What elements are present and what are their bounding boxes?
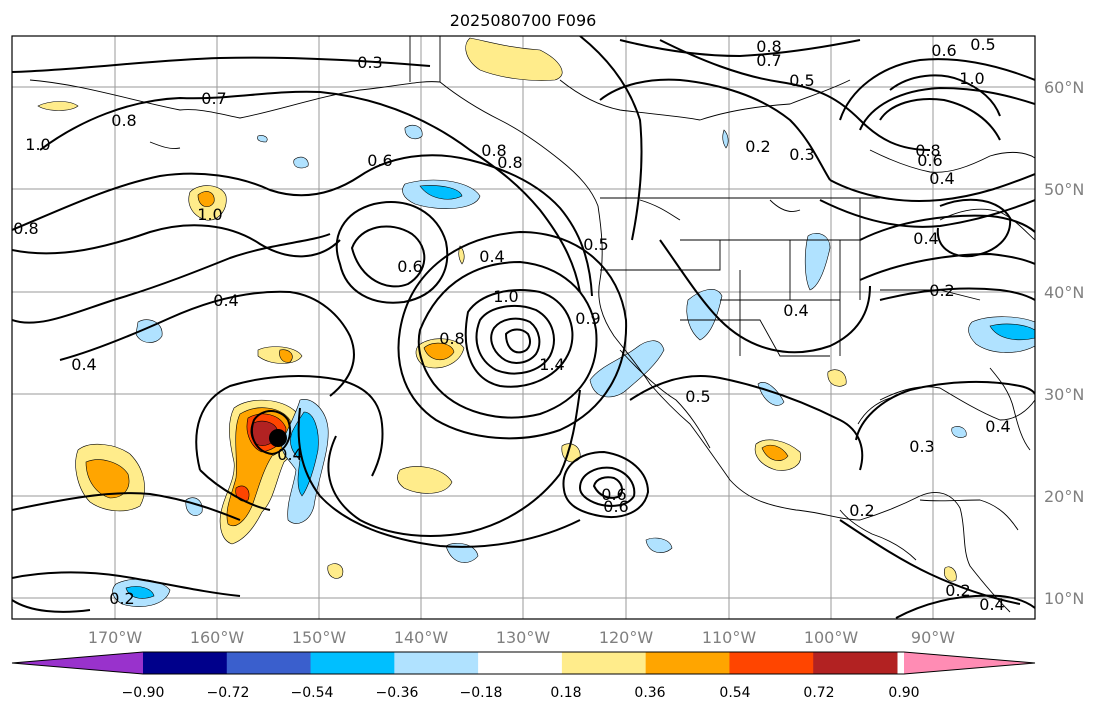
colorbar-tick-labels: −0.90 −0.72 −0.54 −0.36 −0.18 0.18 0.36 … [122,685,920,701]
contour-label: 0.8 [111,111,136,130]
lat-label: 30°N [1044,385,1084,404]
colorbar-segment [729,652,814,674]
lon-label: 120°W [599,628,654,647]
colorbar-segment [310,652,395,674]
contour-label: 0.4 [783,301,808,320]
contour-label: 0.3 [789,145,814,164]
contour-label: 0.4 [277,445,302,464]
contour-label: 0.6 [601,485,626,504]
contour-label: 0.5 [583,235,608,254]
lat-label: 10°N [1044,589,1084,608]
lon-label: 130°W [496,628,551,647]
colorbar-tick-label: 0.54 [719,685,750,701]
contour-label: 1.0 [959,69,984,88]
colorbar-tick-label: −0.90 [122,685,165,701]
contour-label: 0.2 [745,137,770,156]
colorbar-segment [478,652,563,674]
contour-label: 0.2 [929,281,954,300]
colorbar-tick-label: −0.18 [460,685,503,701]
contour-label: 0.4 [979,595,1004,614]
contour-label: 0.8 [13,219,38,238]
colorbar-segment [561,652,647,674]
colorbar-segment [813,652,898,674]
contour-label: 0.4 [213,291,238,310]
contour-label: 0.7 [756,51,781,70]
colorbar-tick-label: −0.54 [291,685,334,701]
lon-label: 140°W [394,628,449,647]
contour-label: 0.6 [367,151,392,170]
colorbar-tick-label: 0.36 [634,685,665,701]
contour-label: 0.6 [603,497,628,516]
colorbar-tick-label: −0.72 [207,685,250,701]
contour-label: 0.8 [497,153,522,172]
contour-label: 0.6 [397,257,422,276]
contour-label: 0.2 [849,501,874,520]
contours [12,36,1035,619]
colorbar-tick-label: 0.18 [550,685,581,701]
contour-label: 0.4 [985,417,1010,436]
lon-label: 100°W [804,628,859,647]
contour-label: 0.6 [931,41,956,60]
coastlines [29,36,1035,613]
colorbar-segment [226,652,312,674]
colorbar-segment [143,652,228,674]
contour-label: 1.4 [539,355,564,374]
lat-label: 60°N [1044,78,1084,97]
contour-label: 0.5 [685,387,710,406]
colorbar-tick-label: −0.36 [376,685,419,701]
lon-label: 170°W [88,628,143,647]
contour-label: 1.0 [493,287,518,306]
storm-center-marker [269,429,287,447]
gridlines [12,36,1035,619]
lat-label: 40°N [1044,283,1084,302]
lon-label: 90°W [911,628,955,647]
contour-label: 0.7 [201,89,226,108]
contour-label: 0.8 [756,37,781,56]
colorbar-extend-low [12,652,143,674]
contour-label: 0.5 [970,35,995,54]
map-area: 0.3 0.8 0.7 0.6 0.5 1.0 0.7 0.8 1.0 0.5 … [12,35,1035,619]
contour-label: 0.3 [357,53,382,72]
contour-labels: 0.3 0.8 0.7 0.6 0.5 1.0 0.7 0.8 1.0 0.5 … [13,35,1010,614]
contour-label: 0.6 [917,151,942,170]
colorbar-segment [394,652,479,674]
colorbar-tick-label: 0.90 [888,685,919,701]
map-title: 2025080700 F096 [450,11,597,30]
contour-label: 0.3 [909,437,934,456]
lat-label: 20°N [1044,487,1084,506]
contour-label: 0.2 [109,589,134,608]
contour-label: 0.2 [945,581,970,600]
lon-label: 110°W [702,628,757,647]
colorbar-segment [645,652,730,674]
contour-label: 1.0 [25,135,50,154]
contour-label: 0.4 [71,355,96,374]
lat-label: 50°N [1044,180,1084,199]
contour-label: 0.4 [479,247,504,266]
contour-label: 0.9 [575,309,600,328]
contour-label: 1.0 [197,205,222,224]
lon-label: 160°W [190,628,245,647]
colorbar [11,651,1036,675]
contour-label: 0.8 [439,329,464,348]
longitude-labels: 170°W 160°W 150°W 140°W 130°W 120°W 110°… [88,628,955,647]
shaded-anomalies [37,37,1035,607]
latitude-labels: 60°N 50°N 40°N 30°N 20°N 10°N [1044,78,1084,608]
contour-label: 0.4 [929,169,954,188]
colorbar-outline [11,651,1036,675]
contour-label: 0.8 [481,141,506,160]
contour-label: 0.8 [915,141,940,160]
lon-label: 150°W [292,628,347,647]
contour-label: 0.4 [913,229,938,248]
contour-label: 0.5 [789,71,814,90]
map-border [11,35,1036,620]
colorbar-extend-high [904,652,1035,674]
colorbar-tick-label: 0.72 [803,685,834,701]
